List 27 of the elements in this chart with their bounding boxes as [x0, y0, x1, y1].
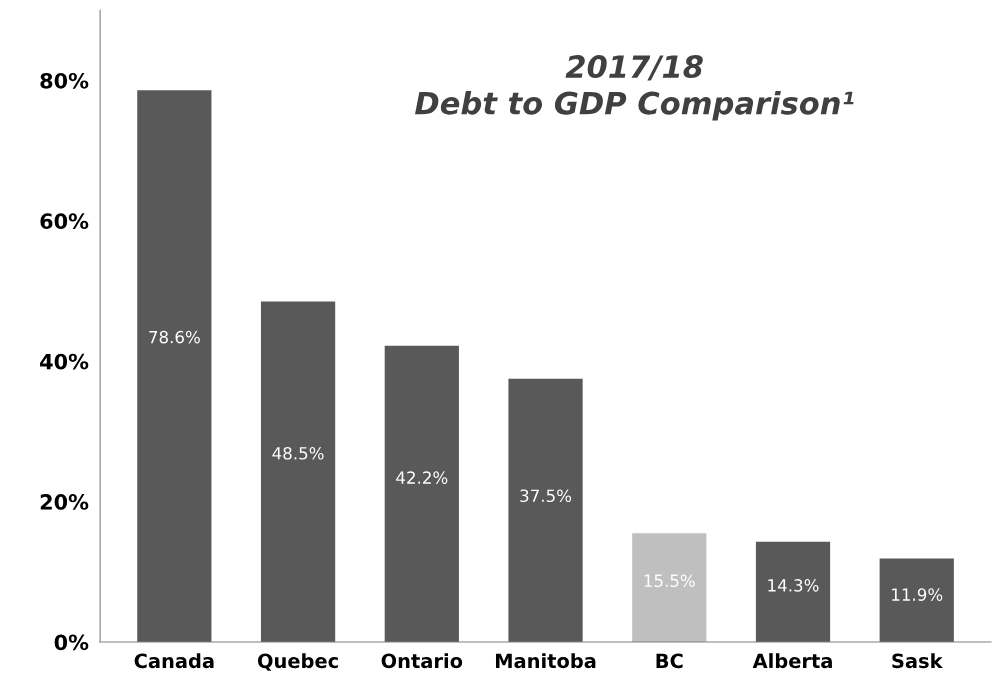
bar: [632, 533, 707, 643]
x-tick-label: BC: [656, 653, 683, 669]
data-label: 15.5%: [644, 574, 695, 588]
data-label: 42.2%: [396, 471, 448, 484]
x-tick-label: Manitoba: [496, 653, 596, 669]
data-label: 37.5%: [520, 489, 572, 503]
y-tick-label: 0%: [54, 634, 89, 651]
bar: [260, 301, 336, 643]
bar: [384, 345, 459, 643]
bar: [508, 378, 583, 643]
y-tick-label: 60%: [40, 213, 89, 230]
x-tick-label: Quebec: [257, 653, 338, 671]
x-tick-label: Ontario: [381, 653, 463, 669]
bar: [755, 541, 831, 643]
data-label: 48.5%: [272, 447, 324, 460]
y-tick-label: 80%: [40, 72, 89, 89]
text: 2017/18 Debt to GDP Comparison¹: [415, 55, 854, 121]
y-tick-label: 40%: [40, 353, 89, 370]
bar: [137, 90, 212, 643]
x-tick-label: Sask: [892, 653, 943, 669]
data-label: 11.9%: [892, 588, 943, 601]
data-label: 78.6%: [149, 330, 200, 344]
bar: [879, 558, 954, 643]
x-tick-label: Canada: [134, 653, 214, 669]
x-tick-label: Alberta: [752, 653, 832, 669]
data-label: 14.3%: [768, 579, 819, 592]
y-tick-label: 20%: [40, 494, 89, 510]
